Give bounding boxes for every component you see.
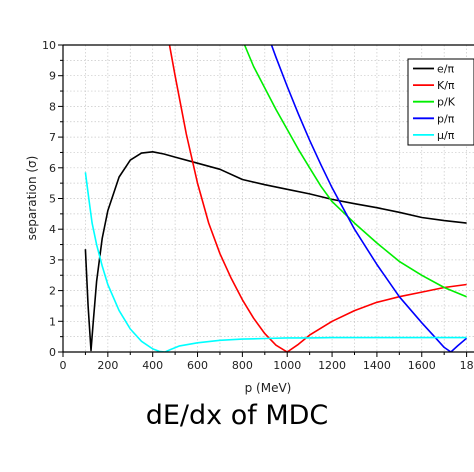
x-tick-label: 0 [60, 359, 67, 372]
x-tick-label: 1600 [408, 359, 436, 372]
x-tick-label: 600 [187, 359, 208, 372]
series-line [168, 45, 467, 352]
y-tick-label: 9 [49, 70, 56, 83]
y-tick-label: 3 [49, 254, 56, 267]
x-tick-label: 1400 [363, 359, 391, 372]
series-line [84, 172, 467, 352]
figure-caption: dE/dx of MDC [145, 400, 329, 431]
y-tick-label: 10 [42, 39, 56, 52]
series-group [84, 45, 468, 352]
y-tick-label: 2 [49, 285, 56, 298]
y-axis-label: separation (σ) [25, 156, 39, 241]
x-tick-label: 800 [232, 359, 253, 372]
y-tick-label: 1 [49, 315, 56, 328]
legend-label: p/K [437, 96, 456, 109]
x-tick-label: 1200 [318, 359, 346, 372]
legend-label: μ/π [437, 129, 455, 142]
legend-label: K/π [437, 79, 455, 92]
y-tick-label: 5 [49, 193, 56, 206]
series-line [243, 45, 467, 298]
legend: e/π K/π p/K p/π μ/π [407, 58, 474, 146]
separation-chart: 0 200 400 600 800 1000 1200 1400 1600 18 0 1 2 3 4 5 6 7 8… [25, 39, 474, 395]
x-axis-label: p (MeV) [245, 381, 292, 395]
y-tick-label: 6 [49, 162, 56, 175]
y-tick-label: 7 [49, 131, 56, 144]
series-line [270, 45, 468, 352]
x-tick-label: 200 [97, 359, 118, 372]
series-line [84, 151, 467, 352]
axis-ticks: 0 200 400 600 800 1000 1200 1400 1600 18 0 1 2 3 4 5 6 7 8… [42, 39, 474, 372]
y-tick-label: 0 [49, 346, 56, 359]
legend-label: p/π [437, 112, 455, 125]
x-tick-label: 400 [142, 359, 163, 372]
y-tick-label: 8 [49, 100, 56, 113]
x-tick-label: 1000 [273, 359, 301, 372]
x-tick-label: 18 [460, 359, 474, 372]
y-tick-label: 4 [49, 223, 56, 236]
legend-label: e/π [437, 63, 454, 76]
